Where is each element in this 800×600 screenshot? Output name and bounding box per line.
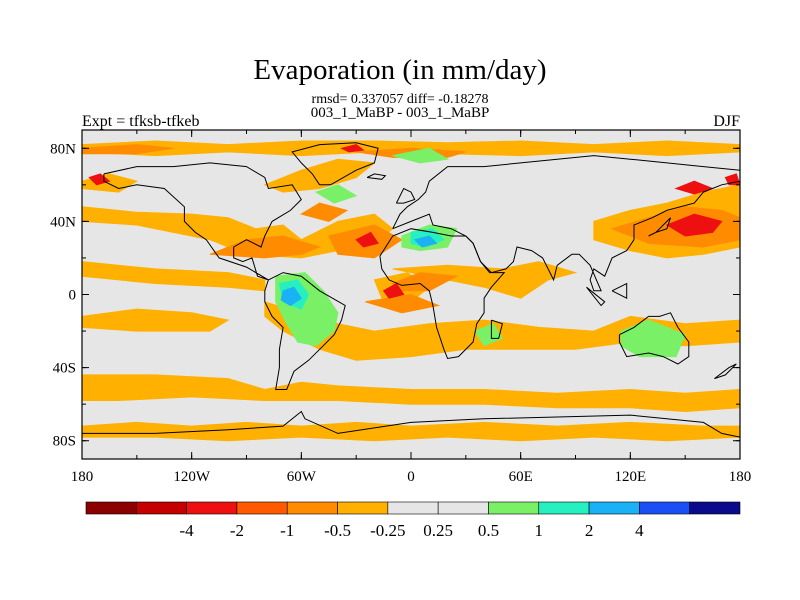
colorbar-label: 0.25: [423, 521, 453, 540]
anomaly-region: [392, 147, 450, 164]
colorbar-swatch: [186, 501, 238, 515]
anomaly-region: [82, 421, 740, 442]
colorbar-swatch: [236, 501, 288, 515]
anomaly-region: [665, 213, 723, 237]
coastline: [82, 410, 740, 438]
colorbar-swatch: [588, 501, 640, 515]
anomaly-region: [314, 184, 358, 204]
anomaly-region: [474, 323, 504, 347]
experiment-label: Expt = tfksb-tfkeb: [82, 113, 200, 130]
chart-title: Evaporation (in mm/day): [253, 54, 547, 86]
colorbar-swatch: [639, 501, 690, 515]
coastline: [490, 319, 503, 339]
x-tick-label: 180: [71, 469, 94, 485]
coastline: [611, 282, 628, 300]
colorbar-swatch: [387, 501, 439, 515]
y-tick-label: 80S: [53, 434, 76, 450]
field-layer: [82, 140, 740, 442]
y-tick-label: 40N: [50, 214, 76, 230]
colorbar-swatch: [337, 501, 389, 515]
anomaly-region: [355, 231, 379, 248]
coastline: [366, 173, 387, 180]
coastline: [714, 363, 737, 380]
anomaly-region: [280, 286, 302, 307]
colorbar-swatch: [286, 501, 338, 515]
x-tick-label: 180: [729, 469, 752, 485]
colorbar-label: -4: [180, 521, 195, 540]
anomaly-region: [392, 261, 578, 299]
colorbar-swatch: [689, 501, 741, 515]
anomaly-region: [264, 301, 740, 361]
run-label: 003_1_MaBP - 003_1_MaBP: [310, 105, 490, 121]
colorbar-swatch: [437, 501, 489, 515]
coastline: [586, 286, 606, 307]
coastline: [103, 162, 302, 281]
anomaly-region: [82, 308, 230, 332]
coastline: [291, 142, 379, 186]
y-tick-label: 80N: [50, 141, 76, 157]
colorbar-label: 4: [635, 521, 644, 540]
colorbar-label: -1: [280, 521, 294, 540]
coastline: [379, 228, 506, 360]
anomaly-region: [340, 144, 365, 153]
anomaly-region: [382, 282, 405, 299]
colorbar-label: 0.5: [478, 521, 499, 540]
anomaly-region: [82, 374, 740, 413]
colorbar-swatch: [538, 501, 590, 515]
anomaly-region: [82, 144, 174, 155]
y-tick-label: 0: [69, 288, 77, 304]
coastline: [618, 312, 690, 365]
colorbar-swatch: [136, 501, 187, 515]
colorbar-label: -0.25: [370, 521, 405, 540]
coastline: [395, 187, 416, 204]
anomaly-region: [300, 202, 349, 222]
anomaly-region: [413, 235, 438, 248]
colorbar-label: 1: [535, 521, 544, 540]
x-tick-label: 0: [407, 469, 415, 485]
x-tick-label: 60E: [509, 469, 533, 485]
colorbar-label: 2: [585, 521, 594, 540]
colorbar-label: -0.5: [324, 521, 351, 540]
coastline: [648, 217, 671, 237]
y-tick-label: 40S: [53, 361, 76, 377]
season-label: DJF: [713, 113, 740, 130]
x-tick-label: 120W: [173, 469, 211, 485]
coastline: [264, 272, 346, 390]
colorbar-swatch: [488, 501, 540, 515]
x-tick-label: 60W: [287, 469, 317, 485]
x-tick-label: 120E: [614, 469, 646, 485]
colorbar-swatch: [85, 501, 137, 515]
anomaly-region: [88, 173, 111, 186]
chart-subtitle: rmsd= 0.337057 diff= -0.18278: [311, 92, 489, 107]
colorbar-label: -2: [230, 521, 244, 540]
